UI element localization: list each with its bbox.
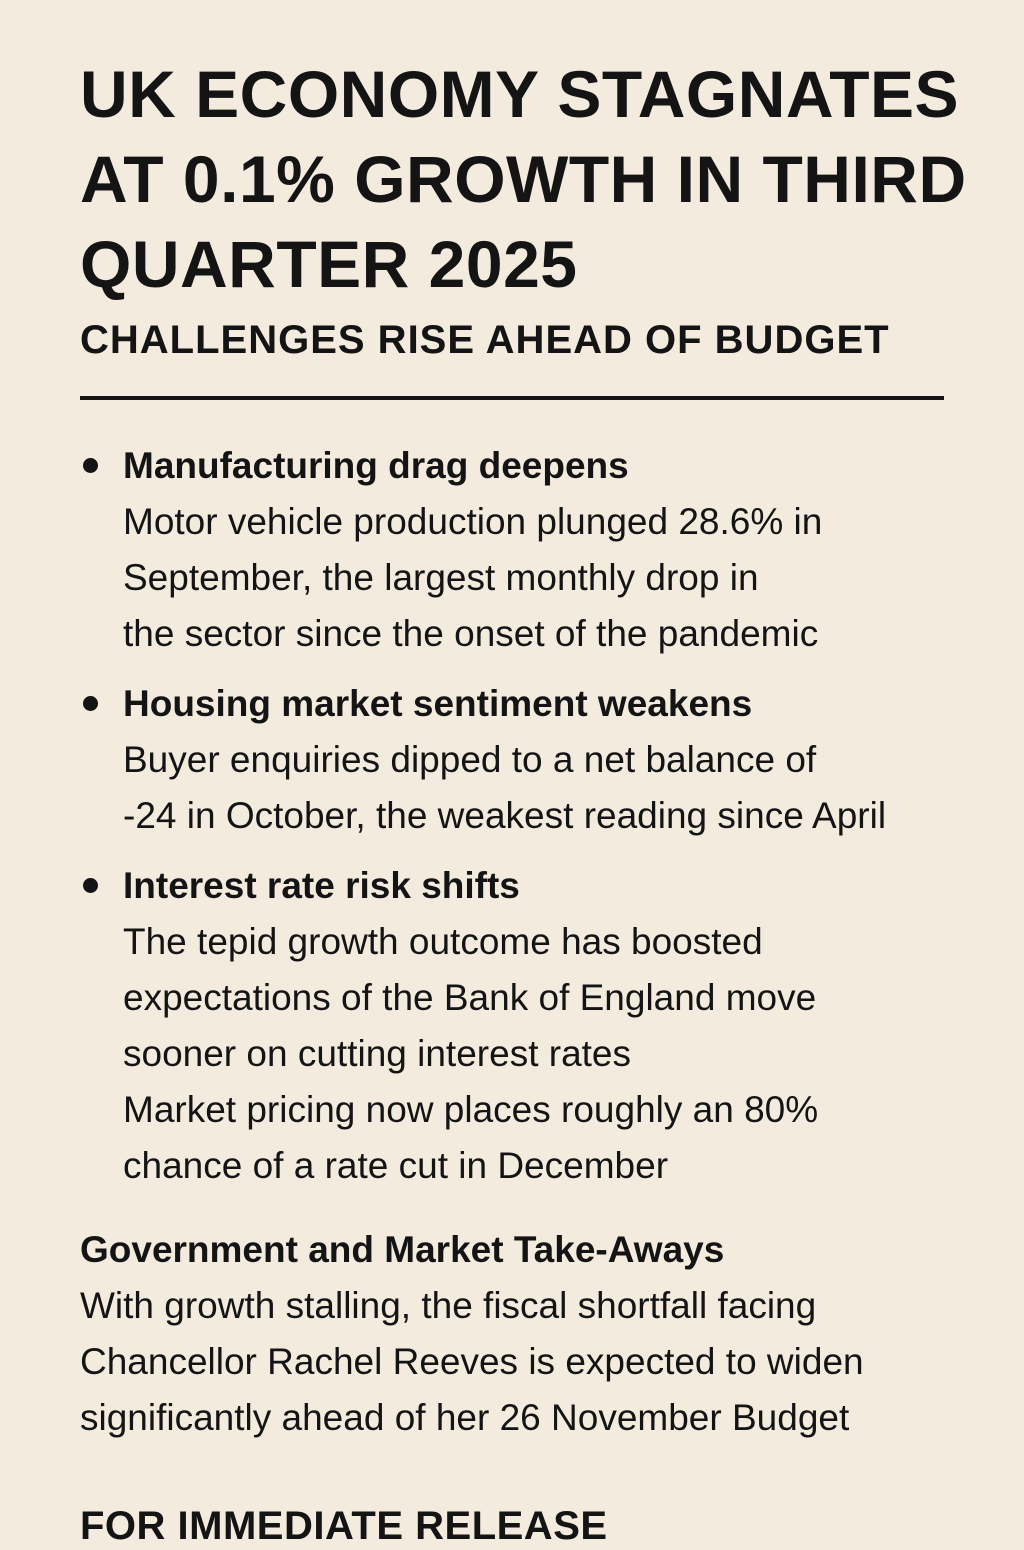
bullet-text: Market pricing now places roughly an 80% — [123, 1089, 819, 1130]
bullet-text: Buyer enquiries dipped to a net balance … — [123, 739, 817, 780]
list-item: Manufacturing drag deepens Motor vehicle… — [80, 438, 1000, 662]
headline-line: UK ECONOMY STAGNATES — [80, 57, 960, 131]
bullet-heading: Interest rate risk shifts — [123, 865, 520, 906]
bullet-text: -24 in October, the weakest reading sinc… — [123, 795, 887, 836]
bullet-icon — [83, 696, 98, 711]
bullet-heading: Housing market sentiment weakens — [123, 683, 753, 724]
headline-line: AT 0.1% GROWTH IN THIRD — [80, 142, 967, 216]
list-item: Housing market sentiment weakens Buyer e… — [80, 676, 1000, 844]
section-heading: Government and Market Take-Aways — [80, 1229, 725, 1270]
headline: UK ECONOMY STAGNATES AT 0.1% GROWTH IN T… — [80, 52, 980, 307]
section-text: significantly ahead of her 26 November B… — [80, 1397, 850, 1438]
section-text: Chancellor Rachel Reeves is expected to … — [80, 1341, 864, 1382]
section-text: With growth stalling, the fiscal shortfa… — [80, 1285, 817, 1326]
subheadline: CHALLENGES RISE AHEAD OF BUDGET — [80, 318, 890, 362]
divider — [80, 396, 944, 400]
headline-line: QUARTER 2025 — [80, 227, 578, 301]
bullet-heading: Manufacturing drag deepens — [123, 445, 629, 486]
list-item: Interest rate risk shifts The tepid grow… — [80, 858, 1000, 1194]
bullet-text: expectations of the Bank of England move — [123, 977, 817, 1018]
release-label: FOR IMMEDIATE RELEASE — [80, 1504, 608, 1548]
bullet-list: Manufacturing drag deepens Motor vehicle… — [80, 438, 1000, 1208]
bullet-text: September, the largest monthly drop in — [123, 557, 759, 598]
bullet-icon — [83, 878, 98, 893]
takeaways-section: Government and Market Take-Aways With gr… — [80, 1222, 1000, 1446]
bullet-icon — [83, 458, 98, 473]
bullet-text: Motor vehicle production plunged 28.6% i… — [123, 501, 823, 542]
bullet-text: sooner on cutting interest rates — [123, 1033, 632, 1074]
bullet-text: chance of a rate cut in December — [123, 1145, 669, 1186]
bullet-text: The tepid growth outcome has boosted — [123, 921, 763, 962]
bullet-text: the sector since the onset of the pandem… — [123, 613, 819, 654]
